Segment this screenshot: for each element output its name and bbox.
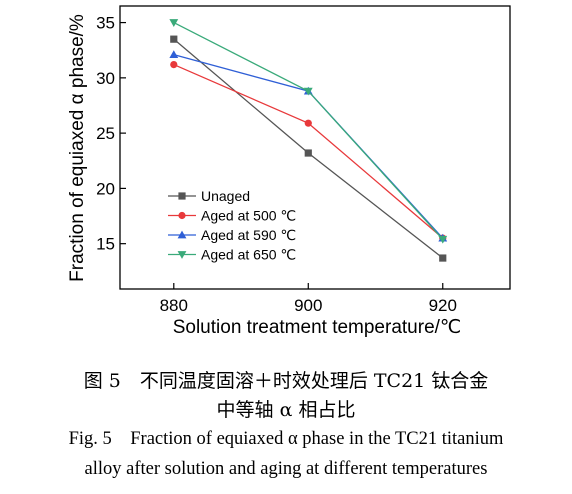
series-1 xyxy=(170,35,447,262)
series-2 xyxy=(170,60,447,242)
legend-label: Aged at 500 ℃ xyxy=(201,208,296,224)
y-tick-label: 30 xyxy=(96,69,115,88)
caption-en-line1: Fig. 5 Fraction of equiaxed α phase in t… xyxy=(68,429,504,449)
legend-marker xyxy=(178,211,186,220)
x-axis-label: Solution treatment temperature/℃ xyxy=(173,317,462,338)
series-4 xyxy=(169,19,448,244)
data-point xyxy=(438,235,448,244)
y-tick-label: 15 xyxy=(96,235,115,254)
y-tick-label: 20 xyxy=(96,179,115,198)
legend-marker xyxy=(177,230,187,239)
data-point xyxy=(303,87,313,96)
data-point xyxy=(170,35,178,43)
x-tick-label: 880 xyxy=(160,296,188,315)
y-axis-label: Fraction of equiaxed α phase/% xyxy=(67,14,88,282)
plot-frame xyxy=(119,5,511,290)
caption-cn-line2: 中等轴 α 相占比 xyxy=(216,399,356,421)
data-point xyxy=(439,254,447,262)
y-tick-label: 35 xyxy=(96,14,115,33)
caption-cn-line1: 图 5 不同温度固溶＋时效处理后 TC21 钛合金 xyxy=(83,370,489,392)
legend-label: Unaged xyxy=(201,188,250,204)
data-point xyxy=(169,50,179,59)
series-line xyxy=(173,38,444,259)
data-point xyxy=(304,119,312,127)
legend-marker xyxy=(177,251,187,259)
y-tick-label: 25 xyxy=(96,124,115,143)
data-point xyxy=(169,19,179,27)
data-point xyxy=(170,60,178,69)
legend-marker xyxy=(178,192,186,200)
data-point xyxy=(304,149,312,157)
line-chart: 15 20 25 30 35 880 900 920 Unaged Aged at 500 ℃… xyxy=(67,5,511,338)
x-tick-label: 920 xyxy=(429,296,457,315)
caption-en-line2: alloy after solution and aging at differ… xyxy=(84,459,488,479)
legend-label: Aged at 590 ℃ xyxy=(201,227,296,243)
legend-label: Aged at 650 ℃ xyxy=(201,247,296,263)
x-tick-label: 900 xyxy=(294,296,322,315)
